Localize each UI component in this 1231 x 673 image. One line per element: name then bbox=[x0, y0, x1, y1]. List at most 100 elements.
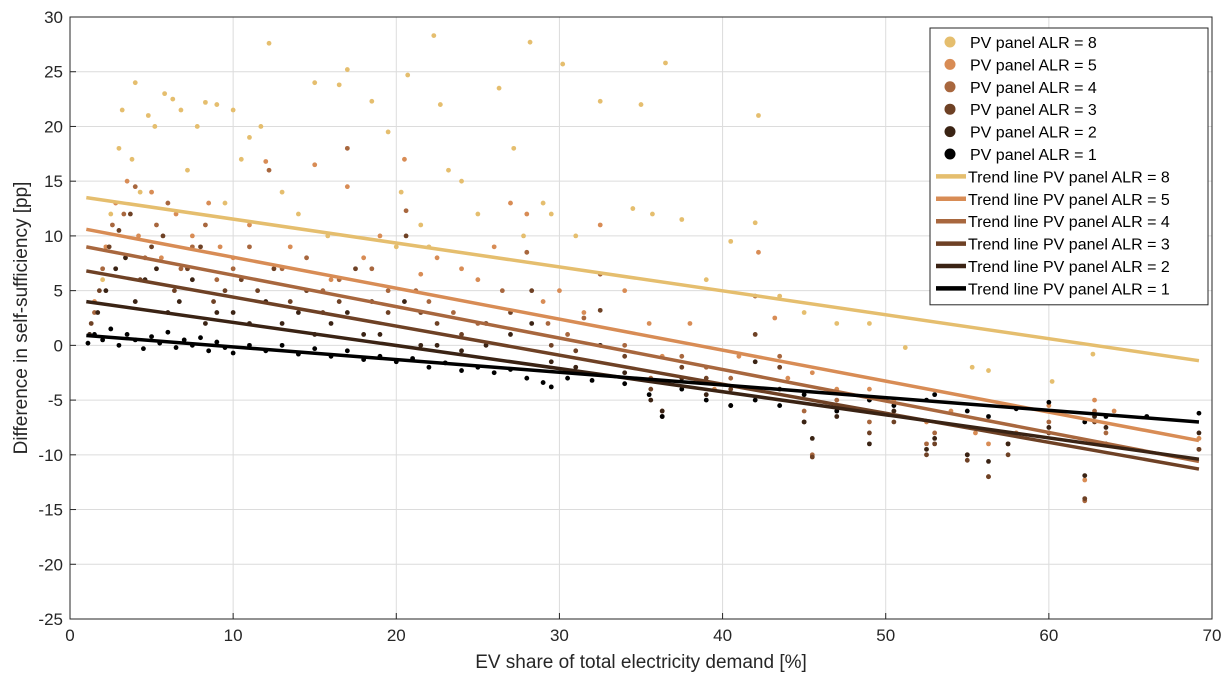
legend-label: Trend line PV panel ALR = 1 bbox=[968, 281, 1170, 298]
data-point bbox=[752, 397, 758, 403]
data-point bbox=[973, 430, 978, 436]
data-point bbox=[336, 299, 342, 304]
data-point bbox=[361, 332, 367, 337]
data-point bbox=[113, 266, 119, 272]
data-point bbox=[158, 255, 164, 261]
data-point bbox=[328, 277, 334, 283]
data-point bbox=[369, 266, 375, 272]
data-point bbox=[85, 340, 91, 346]
data-point bbox=[173, 345, 179, 350]
data-point bbox=[801, 310, 807, 315]
legend-label: Trend line PV panel ALR = 2 bbox=[968, 259, 1170, 276]
data-point bbox=[1049, 379, 1055, 384]
data-point bbox=[475, 211, 481, 217]
data-point bbox=[119, 107, 125, 113]
x-tick-label: 50 bbox=[876, 626, 895, 645]
data-point bbox=[630, 206, 636, 211]
trend-line-alr-3 bbox=[86, 269, 1200, 471]
data-point bbox=[434, 321, 440, 326]
legend-label: PV panel ALR = 2 bbox=[970, 125, 1097, 142]
data-point bbox=[529, 321, 535, 326]
data-point bbox=[785, 375, 791, 381]
data-point bbox=[247, 222, 252, 228]
data-point bbox=[403, 233, 409, 239]
data-point bbox=[344, 310, 350, 315]
data-point bbox=[1103, 425, 1109, 430]
data-point bbox=[344, 145, 350, 151]
data-point bbox=[1046, 425, 1052, 430]
data-point bbox=[258, 124, 264, 129]
data-point bbox=[932, 436, 938, 441]
data-point bbox=[154, 222, 159, 228]
data-point bbox=[1090, 351, 1096, 357]
data-point bbox=[1082, 477, 1088, 483]
data-point bbox=[203, 99, 208, 105]
legend-marker bbox=[944, 126, 956, 138]
data-point bbox=[986, 414, 991, 419]
data-point bbox=[214, 277, 220, 283]
data-point bbox=[557, 288, 562, 294]
data-point bbox=[230, 310, 236, 315]
data-point bbox=[214, 102, 220, 107]
x-tick-label: 30 bbox=[550, 626, 569, 645]
data-point bbox=[565, 375, 570, 381]
data-point bbox=[932, 392, 938, 398]
trend-line-alr-5 bbox=[85, 227, 1200, 443]
tick-labels: 0 10 20 30 40 50 60 70 -25 -20 -15 -10 -5 0 5 10 15 20 25 3… bbox=[38, 8, 1221, 645]
data-point bbox=[165, 200, 171, 206]
data-point bbox=[508, 332, 513, 337]
data-point bbox=[238, 156, 244, 162]
data-point bbox=[801, 408, 807, 414]
data-point bbox=[172, 288, 177, 294]
data-point bbox=[181, 337, 187, 343]
data-point bbox=[646, 321, 652, 326]
legend-label: Trend line PV panel ALR = 8 bbox=[968, 169, 1170, 186]
data-point bbox=[809, 454, 815, 460]
data-point bbox=[214, 310, 220, 315]
data-point bbox=[88, 321, 94, 326]
legend-label: PV panel ALR = 3 bbox=[970, 102, 1097, 119]
legend-marker bbox=[944, 103, 956, 115]
data-point bbox=[162, 91, 168, 97]
data-point bbox=[589, 377, 595, 383]
data-point bbox=[344, 67, 350, 72]
data-point bbox=[1046, 399, 1052, 405]
data-point bbox=[108, 211, 114, 217]
data-point bbox=[173, 211, 179, 217]
data-point bbox=[459, 368, 464, 373]
data-point bbox=[540, 299, 546, 304]
data-point bbox=[170, 96, 176, 102]
legend-label: Trend line PV panel ALR = 5 bbox=[968, 192, 1170, 209]
y-tick-label: 25 bbox=[44, 63, 63, 82]
data-point bbox=[491, 370, 497, 376]
legend-label: PV panel ALR = 5 bbox=[970, 57, 1097, 74]
data-point bbox=[459, 178, 464, 184]
data-point bbox=[230, 107, 236, 113]
data-point bbox=[581, 310, 587, 315]
data-point bbox=[663, 60, 668, 66]
x-axis-label: EV share of total electricity demand [%] bbox=[475, 652, 807, 673]
data-point bbox=[964, 452, 970, 458]
data-point bbox=[222, 288, 228, 294]
data-point bbox=[659, 408, 665, 414]
data-point bbox=[1046, 403, 1052, 408]
data-point bbox=[279, 189, 285, 195]
data-point bbox=[964, 408, 970, 414]
data-point bbox=[659, 414, 665, 419]
x-tick-label: 70 bbox=[1203, 626, 1222, 645]
y-tick-label: -20 bbox=[38, 555, 63, 574]
trend-lines bbox=[85, 195, 1200, 471]
data-point bbox=[418, 222, 424, 228]
data-point bbox=[287, 244, 293, 250]
y-tick-label: 5 bbox=[54, 282, 63, 301]
data-point bbox=[679, 353, 685, 359]
data-point bbox=[777, 364, 783, 370]
data-point bbox=[650, 211, 655, 217]
data-point bbox=[622, 370, 628, 376]
data-point bbox=[116, 145, 122, 151]
data-point bbox=[986, 458, 991, 464]
data-point bbox=[867, 430, 872, 436]
data-point bbox=[524, 249, 530, 255]
data-point bbox=[279, 321, 285, 326]
